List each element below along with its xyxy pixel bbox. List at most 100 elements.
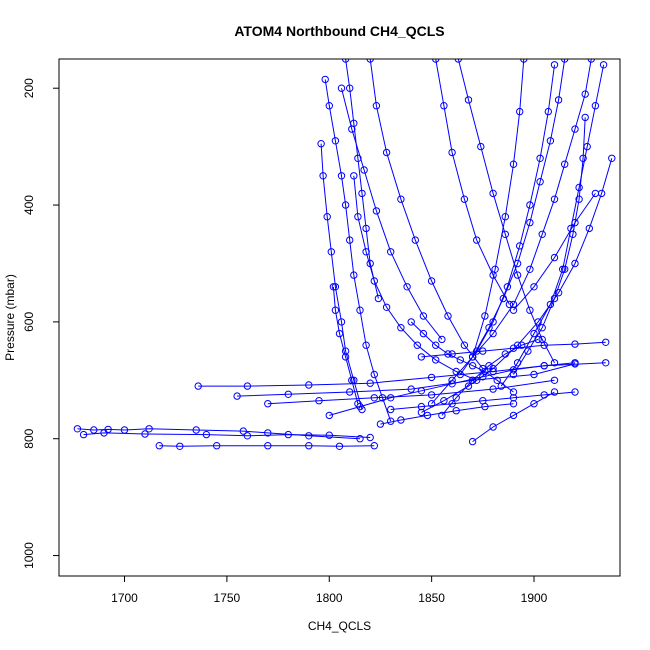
data-point [417,408,426,417]
data-point [468,437,477,446]
data-point [489,385,497,393]
data-point [509,400,518,408]
data-point [561,59,569,63]
x-tick-label: 1700 [111,591,138,605]
data-point [378,394,387,402]
series-line [329,362,576,416]
chart-title: ATOM4 Northbound CH4_QCLS [234,23,444,39]
data-point [509,411,518,420]
data-point [305,432,313,440]
y-tick-label: 200 [22,78,36,98]
data-point [534,335,542,344]
data-point [575,183,583,192]
data-point [530,400,538,408]
data-point [485,362,493,370]
data-point [571,218,579,227]
data-point [481,402,489,411]
data-point [468,353,477,361]
data-point [243,382,252,390]
data-point [505,300,514,309]
series-line [345,59,379,299]
x-tick-label: 1900 [521,591,548,605]
series-line [513,193,596,311]
data-point [509,160,518,168]
data-point [509,370,518,379]
series-line [320,143,363,410]
data-point [417,353,426,361]
data-point [403,283,411,291]
data-point [520,59,528,63]
data-point [575,195,583,203]
data-point [335,329,344,338]
data-point [387,394,395,402]
data-point [608,154,616,163]
data-point [460,341,469,349]
data-point [481,312,489,320]
data-point [438,411,446,420]
data-point [571,259,579,268]
data-point [362,248,370,256]
data-point [473,347,481,355]
data-point [581,113,589,122]
data-point [315,397,323,405]
data-point [579,154,587,163]
data-point [550,294,559,303]
data-point [305,442,313,450]
data-point [489,423,497,431]
series-line [431,59,592,405]
data-point [370,370,378,379]
data-point [509,306,518,314]
data-point [337,172,346,180]
data-point [530,283,538,291]
data-point [325,431,333,439]
data-point [417,387,426,395]
x-axis-label: CH4_QCLS [308,619,371,633]
data-point [354,400,362,408]
data-point [427,373,436,382]
data-point [473,236,481,244]
data-point [346,388,354,396]
data-point [516,242,524,250]
data-point [569,230,577,239]
data-point [509,388,518,396]
series-line [457,59,555,364]
data-point [264,429,272,437]
data-point [305,381,313,389]
data-point [348,125,356,133]
data-point [602,338,610,346]
data-point [233,392,241,400]
y-tick-label: 800 [22,428,36,448]
data-point [407,385,415,393]
data-point [239,427,248,435]
data-point [427,391,436,399]
data-point [362,224,370,233]
data-point [599,61,608,69]
y-axis: 200 400 600 800 1000 [22,78,59,569]
data-point [335,442,344,450]
data-point [350,271,358,279]
data-point [550,195,559,203]
data-point [337,318,346,326]
data-point [536,178,544,186]
data-point [341,353,350,361]
data-point [387,405,395,414]
x-axis: 1700 1750 1800 1850 1900 [111,576,548,605]
plot-frame [58,58,621,577]
y-tick-label: 1000 [22,542,36,569]
data-point [419,329,428,338]
series-line [410,321,514,393]
data-point [331,283,340,291]
data-point [366,433,374,442]
data-point [325,411,333,420]
data-point [448,400,456,408]
series-line [369,59,484,369]
data-point [397,195,405,203]
data-point [327,248,335,256]
data-point [370,277,378,285]
data-point [489,329,497,338]
data-point [319,172,327,180]
series-line [332,286,359,404]
data-point [501,350,509,358]
data-point [468,362,477,370]
